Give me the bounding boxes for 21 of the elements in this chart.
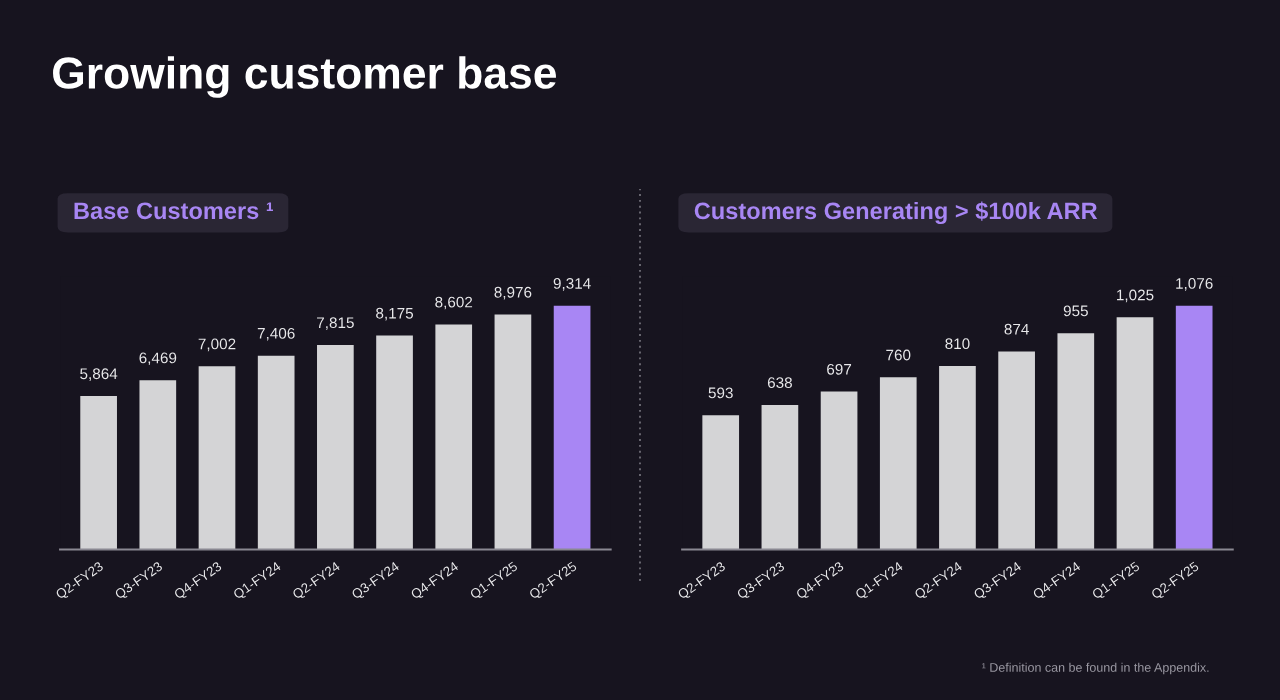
bar bbox=[435, 324, 473, 550]
bar bbox=[998, 351, 1035, 550]
bar bbox=[879, 377, 917, 550]
bar bbox=[1175, 305, 1213, 550]
text: Growing customer base bbox=[53, 56, 556, 98]
bar bbox=[820, 391, 858, 550]
bar bbox=[80, 396, 117, 550]
bar bbox=[553, 305, 591, 550]
bar bbox=[198, 366, 236, 550]
bar bbox=[702, 415, 740, 550]
bar bbox=[761, 404, 799, 550]
chart-title: Customers Generating > $100k ARR bbox=[694, 201, 1098, 225]
bar bbox=[317, 344, 354, 550]
bar bbox=[257, 355, 295, 550]
bar bbox=[494, 314, 532, 550]
bar bbox=[1116, 317, 1154, 550]
bar bbox=[376, 335, 413, 550]
bar bbox=[939, 366, 976, 550]
chart-title: Base Customers ¹ bbox=[74, 202, 273, 220]
bar bbox=[1057, 333, 1095, 550]
bar bbox=[139, 380, 177, 550]
